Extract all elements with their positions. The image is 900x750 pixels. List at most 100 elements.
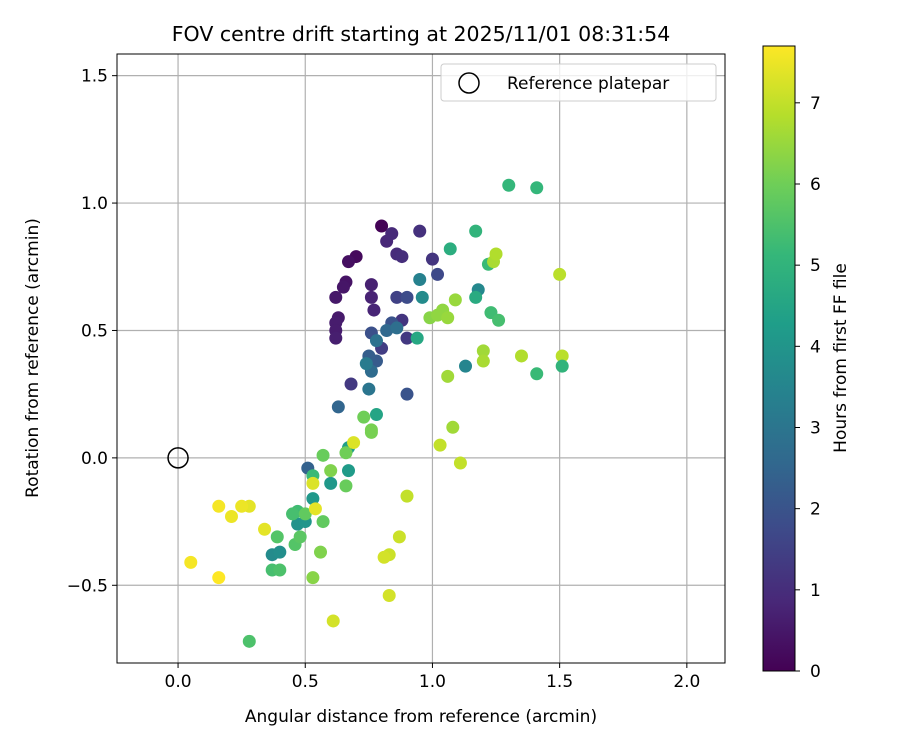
data-point <box>367 303 381 317</box>
data-point <box>329 290 343 304</box>
data-point <box>390 321 404 335</box>
data-point <box>469 224 483 238</box>
data-point <box>514 349 528 363</box>
data-point <box>382 588 396 602</box>
data-point <box>331 400 345 414</box>
data-point <box>443 242 457 256</box>
data-point <box>476 354 490 368</box>
data-point <box>364 290 378 304</box>
data-point <box>369 334 383 348</box>
data-point <box>329 331 343 345</box>
data-point <box>344 377 358 391</box>
data-point <box>286 507 300 521</box>
data-point <box>224 509 238 523</box>
data-point <box>380 323 394 337</box>
data-point <box>298 507 312 521</box>
data-point <box>489 247 503 261</box>
data-point <box>212 571 226 585</box>
data-point <box>530 181 544 195</box>
y-axis-label: Rotation from reference (arcmin) <box>23 218 43 498</box>
data-point <box>395 250 409 264</box>
data-point <box>400 489 414 503</box>
data-point <box>341 255 355 269</box>
data-point <box>316 448 330 462</box>
data-point <box>359 357 373 371</box>
data-point <box>530 367 544 381</box>
legend: Reference platepar <box>440 63 717 102</box>
data-point <box>258 522 272 536</box>
data-point <box>400 387 414 401</box>
legend-marker-reference <box>458 72 480 94</box>
data-point <box>293 530 307 544</box>
data-point <box>273 545 287 559</box>
legend-box <box>440 63 717 102</box>
data-point <box>448 293 462 307</box>
legend-label-reference: Reference platepar <box>507 74 669 94</box>
data-point <box>316 515 330 529</box>
data-point <box>314 545 328 559</box>
data-point <box>410 331 424 345</box>
data-point <box>502 178 516 192</box>
data-point <box>326 614 340 628</box>
colorbar-ticks: 0 1 2 3 4 5 6 7 <box>795 94 821 682</box>
data-point <box>413 273 427 287</box>
data-point <box>339 446 353 460</box>
data-point <box>392 530 406 544</box>
x-axis-ticks: 0.0 0.5 1.0 1.5 2.0 <box>165 663 700 692</box>
y-axis-ticks: −0.5 0.0 0.5 1.0 1.5 <box>67 67 117 596</box>
colorbar-tick-label: 3 <box>810 418 821 438</box>
data-point <box>306 492 320 506</box>
data-point <box>364 425 378 439</box>
data-point <box>431 267 445 281</box>
data-point <box>469 290 483 304</box>
data-point <box>242 634 256 648</box>
y-tick-label: 1.5 <box>81 67 108 87</box>
x-axis-label: Angular distance from reference (arcmin) <box>245 707 597 727</box>
data-point <box>425 252 439 266</box>
data-point <box>369 408 383 422</box>
data-point <box>357 410 371 424</box>
colorbar-tick-label: 2 <box>810 500 821 520</box>
data-point <box>377 550 391 564</box>
data-point <box>553 267 567 281</box>
data-point <box>324 464 338 478</box>
colorbar-tick-label: 1 <box>810 581 821 601</box>
data-point <box>306 571 320 585</box>
grid <box>117 54 725 663</box>
data-point <box>400 290 414 304</box>
colorbar-tick-label: 7 <box>810 94 821 114</box>
data-point <box>492 313 506 327</box>
data-point <box>453 456 467 470</box>
data-point <box>441 369 455 383</box>
colorbar-tick-label: 6 <box>810 175 821 195</box>
colorbar-label: Hours from first FF file <box>831 263 851 453</box>
data-point <box>415 290 429 304</box>
data-point <box>476 344 490 358</box>
data-point <box>555 359 569 373</box>
data-point <box>341 464 355 478</box>
reference-point <box>167 447 189 469</box>
data-point <box>270 530 284 544</box>
colorbar-tick-label: 0 <box>810 662 821 682</box>
data-point <box>362 382 376 396</box>
colorbar-tick-label: 4 <box>810 337 821 357</box>
data-point <box>446 420 460 434</box>
data-point <box>184 555 198 569</box>
data-point <box>336 280 350 294</box>
data-point <box>433 438 447 452</box>
data-point <box>347 436 361 450</box>
data-point <box>390 290 404 304</box>
data-point <box>324 476 338 490</box>
data-point <box>375 219 389 233</box>
data-point <box>413 224 427 238</box>
data-point <box>273 563 287 577</box>
data-point <box>400 331 414 345</box>
data-point <box>441 311 455 325</box>
data-point <box>385 227 399 241</box>
x-tick-label: 0.5 <box>292 672 319 692</box>
plot-frame <box>116 53 726 664</box>
data-point <box>364 278 378 292</box>
y-tick-label: 1.0 <box>81 194 108 214</box>
data-point <box>212 499 226 513</box>
